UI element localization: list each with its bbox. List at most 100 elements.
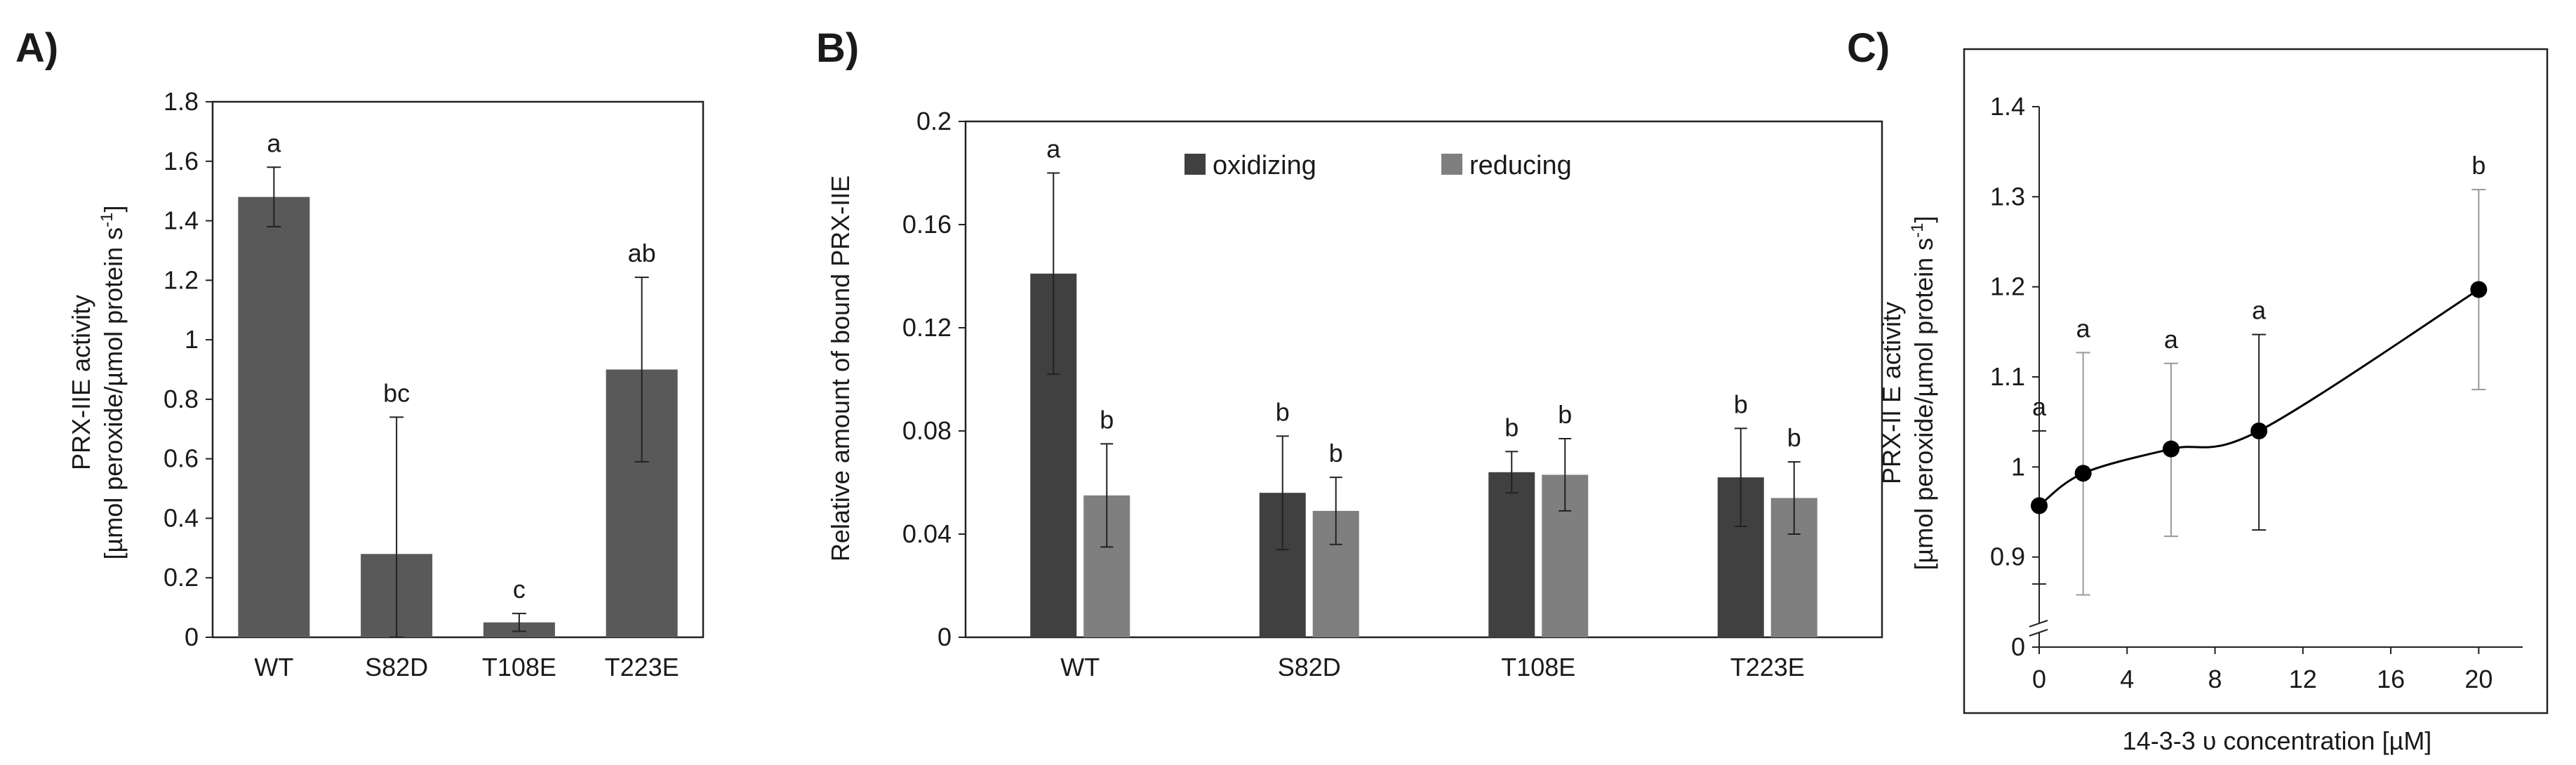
y-tick-label: 1.4 (1990, 92, 2025, 121)
panel-c-y-ticks: 0.9 1 1.1 1.2 1.3 1.4 0 (1990, 92, 2039, 661)
panel-a-y-ticks: 0 0.2 0.4 0.6 0.8 1 1.2 1.4 1.6 1.8 (163, 87, 213, 651)
axis-break-mark-lower (2029, 629, 2048, 637)
significance-letter: c (513, 575, 526, 604)
y-tick-label: 0.2 (163, 563, 199, 592)
panel-c-axis-break (2029, 620, 2048, 637)
x-tick-label: 16 (2377, 665, 2405, 693)
panel-b-letter: B) (816, 25, 859, 71)
y-tick-label: 1.1 (1990, 362, 2025, 391)
x-tick-label: T108E (482, 653, 556, 681)
panel-c-letter: C) (1847, 25, 1890, 71)
y-tick-label: 0.16 (902, 210, 952, 239)
y-tick-label: 0.08 (902, 416, 952, 445)
panel-a-ylabel-sup: -1 (98, 212, 116, 227)
data-point (2250, 423, 2268, 439)
panel-c-xlabel: 14-3-3 υ concentration [µM] (2123, 726, 2432, 755)
significance-letter: ab (628, 239, 656, 267)
panel-a: A) PRX-IIE activity [µmol peroxide/µmol … (15, 25, 705, 681)
panel-a-x-ticks: WT S82D T108E T223E (254, 653, 679, 681)
panel-c-plot-frame (1963, 48, 2549, 714)
x-tick-label: T108E (1501, 653, 1575, 681)
y-tick-label: 0 (185, 623, 199, 651)
panel-a-ylabel-line2: [µmol peroxide/µmol protein s-1] (98, 205, 128, 559)
significance-letter: a (267, 128, 281, 157)
y-tick-label: 0.8 (163, 385, 199, 413)
x-tick-label: T223E (605, 653, 679, 681)
bar-oxidizing (1488, 472, 1535, 637)
data-point (2162, 440, 2180, 458)
panel-b-bars: a b b b b b b b (1030, 135, 1817, 637)
x-tick-label: WT (254, 653, 293, 681)
axis-break-mark-upper (2029, 620, 2048, 627)
panel-c-ylabel-main: [µmol peroxide/µmol protein s (1909, 238, 1938, 571)
panel-a-letter: A) (15, 25, 58, 71)
significance-letter: b (1787, 423, 1801, 452)
panel-a-ylabel-line1: PRX-IIE activity (67, 295, 95, 470)
x-tick-label: S82D (1278, 653, 1341, 681)
y-tick-label: 1.4 (163, 206, 199, 235)
y-tick-label: 0.2 (916, 107, 952, 135)
legend-swatch-oxidizing (1184, 154, 1206, 175)
x-tick-label: T223E (1730, 653, 1805, 681)
significance-letter: b (1276, 397, 1290, 426)
y-tick-label: 1.8 (163, 87, 199, 116)
y-tick-label: 1.2 (1990, 272, 2025, 301)
significance-letter: b (1734, 390, 1748, 418)
panel-b-legend: oxidizing reducing (1184, 151, 1572, 180)
significance-letter: bc (383, 378, 410, 407)
legend-label-oxidizing: oxidizing (1213, 151, 1316, 180)
panel-c-ylabel-line1: PRX-II E activity (1877, 302, 1906, 484)
panel-c-ylabel-close: ] (1909, 215, 1938, 222)
x-tick-label: 4 (2120, 665, 2134, 693)
y-tick-label: 0 (2011, 632, 2025, 661)
y-tick-label: 0.04 (902, 519, 952, 548)
x-tick-label: S82D (365, 653, 428, 681)
x-tick-label: 0 (2032, 665, 2046, 693)
y-tick-label: 0.9 (1990, 543, 2025, 571)
significance-letter: b (1329, 439, 1343, 467)
significance-letter: a (2252, 296, 2267, 325)
x-tick-label: 8 (2208, 665, 2222, 693)
panel-c-ylabel-line2: [µmol peroxide/µmol protein s-1] (1908, 215, 1938, 570)
panel-a-ylabel-close: ] (99, 205, 128, 212)
y-tick-label: 1.6 (163, 147, 199, 175)
y-tick-label: 0.12 (902, 313, 952, 342)
x-tick-label: 20 (2464, 665, 2492, 693)
significance-letter: a (2076, 314, 2091, 342)
legend-swatch-reducing (1441, 154, 1462, 175)
data-point (2031, 497, 2048, 514)
panel-a-plot-frame (211, 100, 705, 639)
significance-letter: b (1100, 405, 1114, 434)
panel-b-plot-frame (964, 120, 1883, 639)
panel-c-series: a a a a b (2031, 151, 2488, 596)
x-tick-label: WT (1060, 653, 1100, 681)
y-tick-label: 0.4 (163, 503, 199, 532)
significance-letter: b (1504, 413, 1519, 441)
y-tick-label: 1 (185, 325, 199, 354)
panel-c: C) PRX-II E activity [µmol peroxide/µmol… (1847, 25, 2549, 755)
y-tick-label: 1.3 (1990, 182, 2025, 211)
panel-b-y-ticks: 0 0.04 0.08 0.12 0.16 0.2 (902, 107, 966, 651)
significance-letter: a (2164, 325, 2179, 354)
y-tick-label: 1.2 (163, 265, 199, 294)
panel-b: B) Relative amount of bound PRX-IIE 0 0.0… (816, 25, 1883, 681)
data-point (2074, 465, 2092, 482)
panel-a-bars: a bc c ab (238, 128, 678, 638)
panel-b-x-ticks: WT S82D T108E T223E (1060, 653, 1805, 681)
bar (238, 197, 310, 638)
significance-letter: a (1046, 135, 1061, 164)
significance-letter: a (2032, 392, 2047, 421)
y-tick-label: 0 (937, 623, 952, 651)
y-tick-label: 1 (2011, 452, 2025, 481)
significance-letter: b (2471, 151, 2485, 180)
panel-c-x-ticks: 0 4 8 12 16 20 (2032, 647, 2492, 693)
y-tick-label: 0.6 (163, 444, 199, 473)
significance-letter: b (1558, 400, 1572, 429)
panel-a-ylabel-main: [µmol peroxide/µmol protein s (99, 227, 128, 560)
legend-label-reducing: reducing (1469, 151, 1572, 180)
data-point (2470, 281, 2488, 298)
panel-c-ylabel-sup: -1 (1908, 222, 1927, 237)
panel-b-ylabel: Relative amount of bound PRX-IIE (826, 175, 855, 561)
x-tick-label: 12 (2289, 665, 2317, 693)
